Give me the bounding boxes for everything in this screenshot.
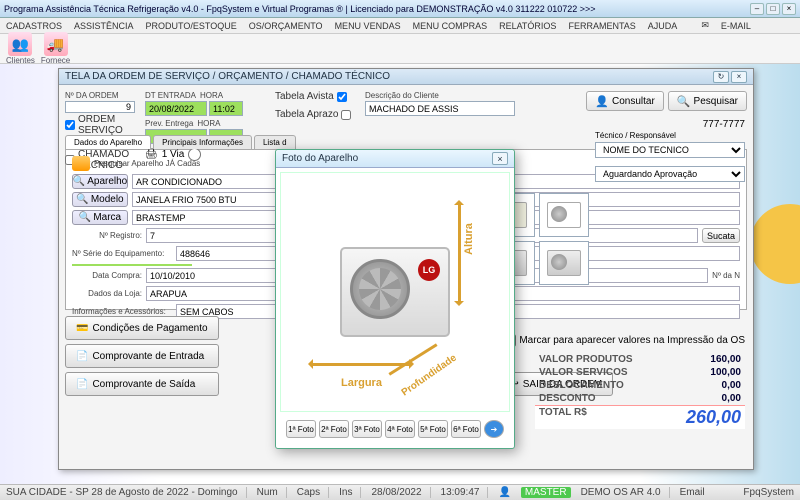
menubar: CADASTROS ASSISTÊNCIA PRODUTO/ESTOQUE OS… — [0, 18, 800, 34]
status-email[interactable]: Email — [680, 487, 705, 498]
photo-area: LG Altura Largura Profundidade — [280, 172, 510, 412]
valor-desconto: 0,00 — [722, 393, 741, 404]
menu-email[interactable]: E-MAIL — [721, 21, 751, 31]
status-city: SUA CIDADE - SP 28 de Agosto de 2022 - D… — [6, 487, 247, 498]
tecnico-select[interactable]: NOME DO TECNICO — [595, 142, 745, 158]
doc-in-icon: 📄 — [76, 351, 88, 362]
comp-entrada-button[interactable]: 📄Comprovante de Entrada — [65, 344, 219, 368]
window-controls: – □ × — [750, 3, 796, 15]
status-time: 13:09:47 — [441, 487, 489, 498]
menu-os[interactable]: OS/ORÇAMENTO — [249, 21, 323, 31]
workspace: TELA DA ORDEM DE SERVIÇO / ORÇAMENTO / C… — [0, 64, 800, 484]
photo-nav-buttons: 1ª Foto 2ª Foto 3ª Foto 4ª Foto 5ª Foto … — [276, 416, 514, 442]
valor-produtos: 160,00 — [710, 354, 741, 365]
totals-panel: VALOR PRODUTOS160,00 VALOR SERVICOS100,0… — [535, 353, 745, 429]
foto-1-button[interactable]: 1ª Foto — [286, 420, 316, 438]
status-fpq: FpqSystem — [743, 487, 794, 498]
main-toolbar: 👥 Clientes 🚚 Fornece — [0, 34, 800, 64]
app-title: Programa Assistência Técnica Refrigeraçã… — [4, 4, 750, 14]
chk-ordem-servico[interactable] — [65, 120, 75, 130]
valor-servicos: 100,00 — [710, 367, 741, 378]
money-icon: 💳 — [76, 323, 88, 334]
aparelho-btn[interactable]: 🔍Aparelho — [72, 174, 128, 189]
foto-3-button[interactable]: 3ª Foto — [352, 420, 382, 438]
doc-out-icon: 📄 — [76, 379, 88, 390]
photo-modal-close-icon[interactable]: × — [492, 152, 508, 165]
menu-assistencia[interactable]: ASSISTÊNCIA — [74, 21, 134, 31]
dt-entrada-input[interactable] — [145, 101, 207, 116]
num-ordem-input[interactable] — [65, 101, 135, 113]
photo-modal: Foto do Aparelho × LG Altura Largura Pro… — [275, 149, 515, 449]
form-close-icon[interactable]: × — [731, 71, 747, 83]
num-ordem-label: Nº DA ORDEM — [65, 91, 135, 100]
cond-pagamento-button[interactable]: 💳Condições de Pagamento — [65, 316, 219, 340]
thumb-6[interactable] — [539, 241, 589, 285]
menu-relatorios[interactable]: RELATÓRIOS — [499, 21, 556, 31]
foto-5-button[interactable]: 5ª Foto — [418, 420, 448, 438]
status-caps: Caps — [297, 487, 329, 498]
close-icon[interactable]: × — [782, 3, 796, 15]
tab-dados[interactable]: Dados do Aparelho — [65, 135, 151, 149]
chk-aprazo[interactable] — [341, 110, 351, 120]
status-master: MASTER — [521, 487, 571, 498]
decoration-circle — [750, 204, 800, 284]
status-num: Num — [257, 487, 287, 498]
foto-next-button[interactable]: ➔ — [484, 420, 504, 438]
chk-avista[interactable] — [337, 92, 347, 102]
modelo-btn[interactable]: 🔍Modelo — [72, 192, 128, 207]
foto-4-button[interactable]: 4ª Foto — [385, 420, 415, 438]
cliente-input[interactable] — [365, 101, 515, 116]
valor-total: 260,00 — [686, 407, 741, 428]
statusbar: SUA CIDADE - SP 28 de Agosto de 2022 - D… — [0, 484, 800, 500]
form-title: TELA DA ORDEM DE SERVIÇO / ORÇAMENTO / C… — [65, 71, 390, 82]
foto-6-button[interactable]: 6ª Foto — [451, 420, 481, 438]
largura-label: Largura — [341, 377, 382, 389]
clientes-icon[interactable]: 👥 — [8, 32, 32, 56]
photo-modal-title: Foto do Aparelho — [282, 153, 358, 164]
menu-ajuda[interactable]: AJUDA — [648, 21, 678, 31]
foto-2-button[interactable]: 2ª Foto — [319, 420, 349, 438]
hora-input[interactable] — [209, 101, 243, 116]
photo-modal-header: Foto do Aparelho × — [276, 150, 514, 168]
menu-vendas[interactable]: MENU VENDAS — [335, 21, 401, 31]
menu-compras[interactable]: MENU COMPRAS — [413, 21, 488, 31]
sucata-button[interactable]: Sucata — [702, 228, 740, 243]
comp-saida-button[interactable]: 📄Comprovante de Saída — [65, 372, 219, 396]
altura-arrow — [458, 203, 461, 303]
status-demo: DEMO OS AR 4.0 — [581, 487, 670, 498]
right-column: 777-7777 Técnico / Responsável NOME DO T… — [595, 91, 745, 182]
form-refresh-icon[interactable]: ↻ — [713, 71, 729, 83]
fornece-icon[interactable]: 🚚 — [44, 32, 68, 56]
device-icon — [72, 156, 90, 171]
maximize-icon[interactable]: □ — [766, 3, 780, 15]
tab-lista[interactable]: Lista d — [254, 135, 296, 149]
ac-fan-icon — [350, 259, 410, 319]
lg-logo: LG — [418, 259, 440, 281]
valor-deslocamento: 0,00 — [722, 380, 741, 391]
status-ins: Ins — [339, 487, 361, 498]
thumb-3[interactable] — [539, 193, 589, 237]
status-date: 28/08/2022 — [371, 487, 430, 498]
menu-cadastros[interactable]: CADASTROS — [6, 21, 62, 31]
ac-unit-image: LG — [340, 247, 450, 337]
menu-produto[interactable]: PRODUTO/ESTOQUE — [146, 21, 237, 31]
app-titlebar: Programa Assistência Técnica Refrigeraçã… — [0, 0, 800, 18]
largura-arrow — [311, 363, 411, 366]
altura-label: Altura — [463, 223, 475, 255]
tab-info[interactable]: Principais Informações — [153, 135, 252, 149]
menu-ferramentas[interactable]: FERRAMENTAS — [568, 21, 635, 31]
marca-btn[interactable]: 🔍Marca — [72, 210, 128, 225]
status-select[interactable]: Aguardando Aprovação — [595, 166, 745, 182]
form-titlebar: TELA DA ORDEM DE SERVIÇO / ORÇAMENTO / C… — [59, 69, 753, 85]
minimize-icon[interactable]: – — [750, 3, 764, 15]
status-user-icon: 👤 — [498, 487, 510, 498]
